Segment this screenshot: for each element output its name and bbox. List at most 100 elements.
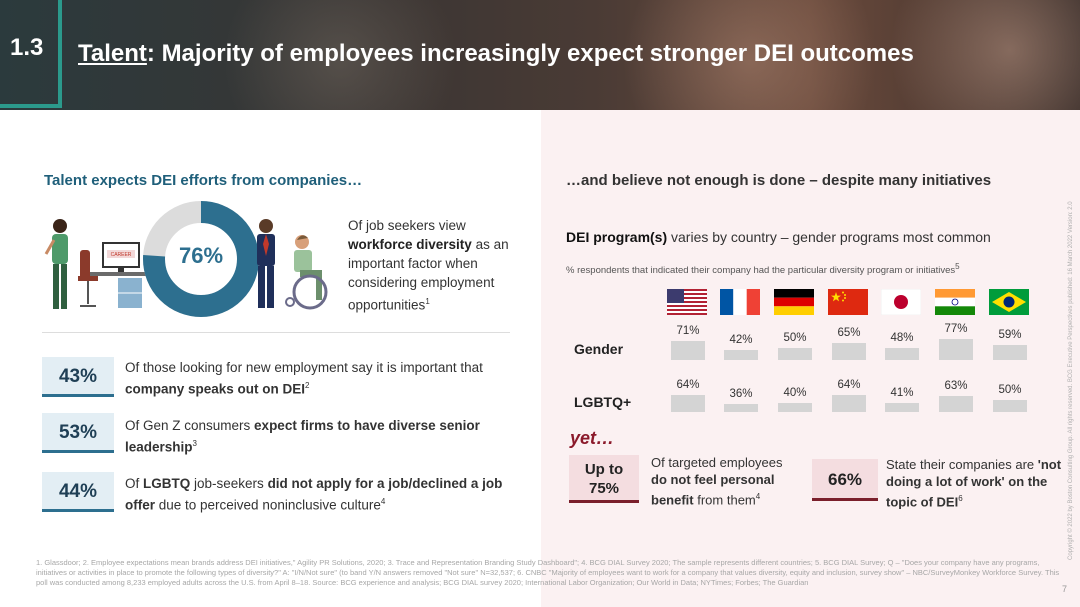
stat-value-box: 43% — [42, 357, 114, 397]
donut-description: Of job seekers view workforce diversity … — [348, 216, 523, 315]
bar-value-label: 50% — [998, 383, 1022, 396]
bar-value-label: 64% — [837, 379, 861, 392]
stat-desc-bold: LGBTQ — [143, 476, 191, 491]
yet-value-line1: Up to — [584, 461, 624, 478]
professionals-illustration-icon — [257, 219, 328, 310]
stat-description: Of Gen Z consumers expect firms to have … — [125, 417, 515, 457]
stat-desc-post: due to perceived noninclusive culture — [155, 497, 381, 513]
page-title-lead: Talent — [78, 40, 147, 67]
bar-lgbtq-usa — [671, 395, 705, 412]
bar-gender-germany — [778, 347, 812, 360]
donut-desc-post: as an important factor when considering … — [348, 237, 509, 313]
stat-desc-bold: expect firms to have diverse senior lead… — [125, 418, 480, 455]
france-flag-icon — [720, 289, 760, 315]
program-note-text: % respondents that indicated their compa… — [566, 265, 956, 277]
bar-gender-france — [724, 350, 758, 360]
stat-value-box: 44% — [42, 472, 114, 512]
program-title: DEI program(s) varies by country – gende… — [566, 229, 991, 245]
bar-value-label: 36% — [729, 388, 753, 401]
yet-value-line2: 75% — [588, 480, 620, 497]
bar-value-label: 77% — [944, 323, 968, 336]
stat-desc-pre: Of — [125, 476, 144, 491]
bar-value-label: 48% — [890, 332, 914, 345]
donut-chart — [143, 201, 259, 317]
job-seeker-illustration-icon: CAREER — [44, 219, 148, 309]
page-number: 7 — [1062, 584, 1068, 594]
yet-desc-pre: Of targeted employees — [651, 455, 783, 470]
yet-value-box: Up to 75% — [569, 455, 639, 503]
bar-gender-usa — [671, 341, 705, 360]
footnote-ref: 1 — [425, 297, 430, 306]
bar-gender-india — [939, 339, 973, 360]
bar-lgbtq-china — [832, 395, 866, 412]
yet-value-box: 66% — [812, 459, 878, 501]
bar-value-label: 71% — [676, 325, 700, 338]
yet-label: yet… — [570, 428, 615, 448]
bar-value-label: 50% — [783, 331, 807, 344]
yet-desc-bold: 'not doing a lot of work' on the topic o… — [886, 457, 1062, 510]
yet-desc-post: from them — [693, 492, 756, 508]
footnote-text: 1. Glassdoor; 2. Employee expectations m… — [36, 558, 1060, 587]
footnote-ref: 2 — [305, 381, 310, 390]
banner-photo-blur — [600, 0, 900, 110]
header-banner: 1.3 Talent: Majority of employees increa… — [0, 0, 1080, 110]
bar-gender-china — [832, 343, 866, 360]
bar-value-label: 40% — [783, 386, 807, 399]
banner-photo-blur — [880, 0, 1080, 110]
stat-desc-bold: did not apply for a job/declined a job o… — [125, 476, 503, 513]
footnote-ref: 4 — [380, 497, 386, 506]
bar-lgbtq-india — [939, 395, 973, 412]
stat-description: Of LGBTQ job-seekers did not apply for a… — [125, 475, 515, 515]
row-label-lgbtq: LGBTQ+ — [574, 394, 632, 410]
footnote-ref: 3 — [192, 439, 197, 448]
banner-photo-blur — [200, 0, 480, 110]
bar-gender-japan — [885, 348, 919, 360]
bar-lgbtq-france — [724, 404, 758, 412]
japan-flag-icon — [881, 289, 921, 315]
bar-value-label: 65% — [837, 327, 861, 340]
yet-desc-pre: State their companies are — [886, 457, 1038, 472]
yet-description: State their companies are 'not doing a l… — [886, 456, 1066, 510]
india-flag-icon — [935, 289, 975, 315]
right-heading: …and believe not enough is done – despit… — [566, 172, 992, 189]
donut-desc-pre: Of job seekers view — [348, 218, 466, 233]
donut-value-label: 76% — [178, 243, 224, 268]
page-title: Talent: Majority of employees increasing… — [78, 40, 914, 68]
footnote-ref: 4 — [755, 492, 761, 501]
copyright-text: Copyright © 2022 by Boston Consulting Gr… — [1068, 201, 1074, 560]
bar-value-label: 42% — [729, 334, 753, 347]
left-heading: Talent expects DEI efforts from companie… — [44, 172, 363, 189]
footnote-ref: 5 — [955, 262, 960, 271]
section-number: 1.3 — [0, 0, 62, 108]
bar-lgbtq-japan — [885, 402, 919, 412]
bar-value-label: 59% — [998, 328, 1022, 341]
donut-desc-bold: workforce diversity — [348, 237, 472, 252]
footnote-ref: 6 — [958, 494, 963, 503]
usa-flag-icon — [667, 289, 707, 315]
program-title-rest: varies by country – gender programs most… — [667, 229, 991, 245]
program-note: % respondents that indicated their compa… — [566, 262, 960, 276]
bar-value-label: 63% — [944, 379, 968, 392]
china-flag-icon — [828, 289, 868, 315]
stat-desc-pre: Of those looking for new employment say … — [125, 360, 483, 375]
bar-gender-brazil — [993, 344, 1027, 360]
row-label-gender: Gender — [574, 341, 624, 357]
career-sign: CAREER — [111, 252, 132, 258]
bar-value-label: 41% — [890, 386, 914, 399]
stat-desc-pre: Of Gen Z consumers — [125, 418, 255, 433]
stat-description: Of those looking for new employment say … — [125, 359, 515, 399]
stat-value-box: 53% — [42, 413, 114, 453]
germany-flag-icon — [774, 289, 814, 315]
brazil-flag-icon — [989, 289, 1029, 315]
stat-desc-bold: company speaks out on DEI — [125, 381, 306, 397]
bar-lgbtq-brazil — [993, 399, 1027, 412]
program-title-bold: DEI program(s) — [566, 229, 668, 245]
stat-desc-mid: job-seekers — [190, 476, 268, 491]
bar-lgbtq-germany — [778, 402, 812, 412]
bar-value-label: 64% — [676, 379, 700, 392]
yet-desc-bold: do not feel personal benefit — [651, 472, 775, 508]
yet-description: Of targeted employees do not feel person… — [651, 454, 801, 508]
donut-value-arc — [143, 201, 259, 317]
page-title-rest: : Majority of employees increasingly exp… — [146, 40, 914, 67]
section-divider — [42, 332, 510, 333]
